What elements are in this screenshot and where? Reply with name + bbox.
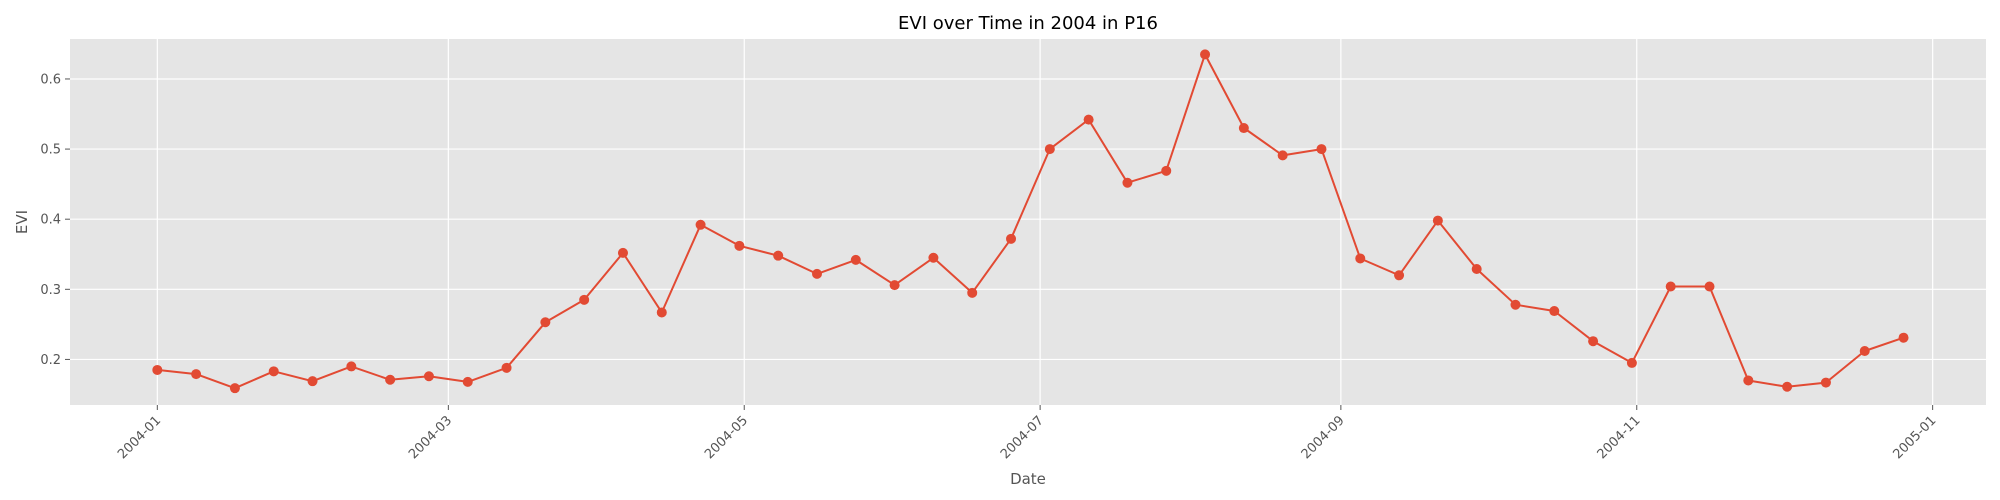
y-tick-label: 0.6: [40, 72, 61, 87]
grid-lines: [70, 39, 1986, 405]
y-axis-label: EVI: [13, 210, 31, 234]
x-axis-label: Date: [1010, 470, 1046, 488]
data-point: [695, 219, 706, 230]
y-tick-label: 0.2: [40, 353, 61, 368]
data-point: [1549, 306, 1560, 317]
data-point: [540, 317, 551, 328]
data-point: [1044, 144, 1055, 155]
data-point: [617, 247, 628, 258]
data-point: [1355, 253, 1366, 264]
data-point: [1510, 299, 1521, 310]
evi-series-line: [157, 53, 1904, 390]
x-tick-label: 2004-09: [1299, 413, 1348, 462]
data-point: [501, 362, 512, 373]
data-point: [811, 268, 822, 279]
data-point: [1626, 357, 1637, 368]
data-point: [1782, 381, 1793, 392]
y-tick-label: 0.5: [40, 143, 61, 158]
data-point: [1238, 123, 1249, 134]
data-point: [579, 294, 590, 305]
x-axis-ticks: 2004-01 2004-03 2004-05 2004-07 2004-09 2004-…: [115, 405, 1939, 462]
data-point: [191, 369, 202, 380]
plot-area: [70, 39, 1986, 405]
series-group: [152, 49, 1909, 394]
data-point: [734, 240, 745, 251]
data-point: [1588, 336, 1599, 347]
data-point: [1432, 215, 1443, 226]
x-tick-label: 2004-07: [998, 413, 1047, 462]
data-point: [850, 254, 861, 265]
x-tick-label: 2004-03: [406, 413, 455, 462]
x-tick-label: 2004-11: [1595, 413, 1644, 462]
data-point: [1161, 165, 1172, 176]
data-point: [928, 252, 939, 263]
data-point: [1006, 233, 1017, 244]
data-point: [1316, 144, 1327, 155]
data-point: [152, 364, 163, 375]
data-point: [773, 250, 784, 261]
data-point: [385, 374, 396, 385]
y-tick-label: 0.3: [40, 283, 61, 298]
data-point: [423, 371, 434, 382]
data-point: [1859, 346, 1870, 357]
data-point: [462, 376, 473, 387]
data-point: [1200, 49, 1211, 60]
x-tick-label: 2005-01: [1890, 413, 1939, 462]
data-point: [1394, 270, 1405, 281]
chart-title: EVI over Time in 2004 in P16: [898, 13, 1158, 34]
data-point: [268, 366, 279, 377]
data-point: [1122, 177, 1133, 188]
data-point: [1277, 150, 1288, 161]
data-point: [1704, 281, 1715, 292]
data-point: [1898, 332, 1909, 343]
data-point: [307, 376, 318, 387]
data-point: [967, 287, 978, 298]
y-tick-label: 0.4: [40, 213, 61, 228]
x-tick-label: 2004-01: [115, 413, 164, 462]
data-point: [889, 280, 900, 291]
y-axis-ticks: 0.2 0.3 0.4 0.5 0.6: [40, 72, 70, 368]
data-point: [1471, 263, 1482, 274]
data-point: [1665, 281, 1676, 292]
data-point: [656, 307, 667, 318]
data-point: [1743, 375, 1754, 386]
data-point: [1083, 114, 1094, 125]
x-tick-label: 2004-05: [702, 413, 751, 462]
data-point: [346, 361, 357, 372]
data-point: [1820, 377, 1831, 388]
data-point: [229, 383, 240, 394]
